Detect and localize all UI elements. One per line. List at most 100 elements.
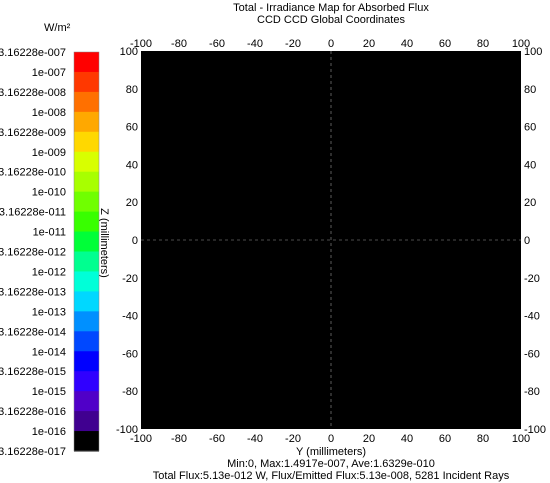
crosshair [141, 51, 521, 429]
colorbar-tick-label: 1e-012 [32, 266, 66, 278]
colorbar-block [74, 391, 99, 412]
y-tick-label: -100 [116, 424, 138, 436]
colorbar-tick-label: 1e-007 [32, 67, 66, 79]
y-tick-label: -40 [122, 311, 138, 323]
colorbar-tick-label: 3.16228e-015 [0, 366, 66, 378]
colorbar-block [74, 191, 99, 213]
colorbar-tick-label: 1e-010 [32, 187, 66, 199]
y-tick-label: -100 [524, 424, 546, 436]
colorbar-block [74, 91, 99, 113]
colorbar-block [74, 271, 99, 292]
colorbar-block [74, 111, 99, 133]
colorbar [73, 51, 100, 452]
chart-subtitle: CCD CCD Global Coordinates [257, 14, 405, 26]
y-tick-label: 40 [126, 159, 138, 171]
x-tick-labels-top: -100 -80 -60 -40 -20 0 20 40 60 80 100 [130, 38, 530, 50]
colorbar-block [74, 431, 99, 452]
y-tick-label: 40 [524, 159, 536, 171]
colorbar-block [74, 71, 99, 93]
colorbar-frame [73, 51, 100, 452]
stats-line-2: Total Flux:5.13e-012 W, Flux/Emitted Flu… [152, 470, 510, 482]
colorbar-tick-label: 3.16228e-014 [0, 326, 66, 338]
x-tick-label: 80 [477, 38, 489, 50]
x-tick-label: 100 [512, 38, 530, 50]
colorbar-block [74, 371, 99, 392]
colorbar-tick-label: 3.16228e-016 [0, 406, 66, 418]
colorbar-tick-label: 3.16228e-011 [0, 207, 66, 219]
colorbar-block [74, 331, 99, 352]
x-tick-label: -80 [171, 433, 187, 445]
y-tick-label: 60 [524, 122, 536, 134]
y-tick-labels-left: -100 -80 -60 -40 -20 0 20 40 60 80 100 [116, 46, 138, 436]
colorbar-tick-label: 3.16228e-010 [0, 167, 66, 179]
x-tick-label: -60 [209, 433, 225, 445]
y-tick-label: 100 [120, 46, 138, 58]
y-tick-label: 80 [126, 84, 138, 96]
x-tick-label: -40 [247, 433, 263, 445]
y-tick-labels-right: -100 -80 -60 -40 -20 0 20 40 60 80 100 [524, 46, 546, 436]
y-tick-label: 80 [524, 84, 536, 96]
colorbar-tick-label: 1e-009 [32, 147, 66, 159]
y-tick-label: 20 [524, 197, 536, 209]
colorbar-tick-label: 1e-013 [32, 306, 66, 318]
colorbar-tick-label: 1e-015 [32, 386, 66, 398]
y-tick-label: -20 [524, 273, 540, 285]
colorbar-unit: W/m² [44, 22, 71, 34]
x-tick-label: 20 [363, 38, 375, 50]
x-tick-label: -20 [285, 433, 301, 445]
x-tick-labels-bottom: -100 -80 -60 -40 -20 0 20 40 60 80 100 [130, 433, 530, 445]
x-tick-label: -100 [130, 38, 152, 50]
x-tick-label: -80 [171, 38, 187, 50]
colorbar-tick-label: 3.16228e-013 [0, 286, 66, 298]
colorbar-labels: 3.16228e-007 1e-007 3.16228e-008 1e-008 3.16… [0, 47, 66, 458]
x-tick-label: 100 [512, 433, 530, 445]
colorbar-tick-label: 3.16228e-012 [0, 247, 66, 259]
x-tick-label: 60 [439, 433, 451, 445]
colorbar-block [74, 231, 99, 253]
colorbar-tick-label: 1e-008 [32, 107, 66, 119]
colorbar-block [74, 171, 99, 193]
x-tick-label: 20 [363, 433, 375, 445]
y-tick-label: 0 [132, 235, 138, 247]
x-tick-label: -40 [247, 38, 263, 50]
colorbar-block [74, 291, 99, 312]
colorbar-tick-label: 3.16228e-008 [0, 87, 66, 99]
x-tick-label: 0 [328, 433, 334, 445]
colorbar-block [74, 131, 99, 153]
y-tick-label: -60 [524, 348, 540, 360]
y-tick-label: 60 [126, 122, 138, 134]
x-tick-label: 80 [477, 433, 489, 445]
y-tick-label: -60 [122, 348, 138, 360]
colorbar-tick-label: 3.16228e-017 [0, 446, 66, 458]
colorbar-block [74, 411, 99, 432]
colorbar-block [74, 151, 99, 173]
colorbar-block [74, 211, 99, 233]
x-tick-label: 40 [401, 38, 413, 50]
stats-line-1: Min:0, Max:1.4917e-007, Ave:1.6329e-010 [227, 458, 435, 470]
x-axis-label: Y (millimeters) [295, 446, 367, 458]
colorbar-block [74, 52, 99, 73]
colorbar-block [74, 311, 99, 332]
x-tick-label: 40 [401, 433, 413, 445]
x-tick-label: -20 [285, 38, 301, 50]
colorbar-tick-label: 3.16228e-007 [0, 47, 66, 59]
colorbar-tick-label: 3.16228e-009 [0, 127, 66, 139]
y-tick-label: -80 [524, 386, 540, 398]
colorbar-tick-label: 1e-016 [32, 426, 66, 438]
y-tick-label: 0 [524, 235, 530, 247]
colorbar-tick-label: 1e-014 [32, 346, 66, 358]
x-tick-label: 0 [328, 38, 334, 50]
colorbar-tick-label: 1e-011 [33, 227, 66, 239]
y-tick-label: -20 [122, 273, 138, 285]
x-tick-label: -60 [209, 38, 225, 50]
colorbar-block [74, 251, 99, 273]
x-tick-label: 60 [439, 38, 451, 50]
y-tick-label: -80 [122, 386, 138, 398]
colorbar-block [74, 351, 99, 372]
chart-title: Total - Irradiance Map for Absorbed Flux [233, 2, 429, 14]
y-tick-label: -40 [524, 311, 540, 323]
y-tick-label: 20 [126, 197, 138, 209]
y-tick-label: 100 [524, 46, 542, 58]
x-tick-label: -100 [130, 433, 152, 445]
